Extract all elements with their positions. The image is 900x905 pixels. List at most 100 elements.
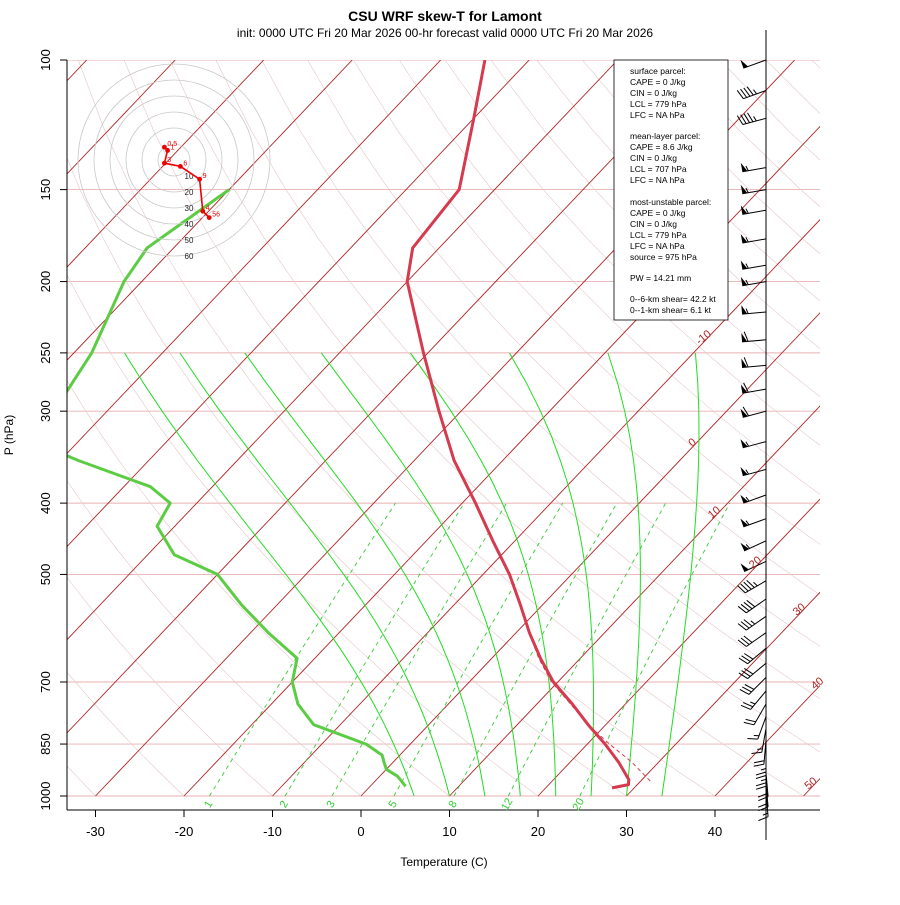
temperature-tick-label: -20 xyxy=(175,824,194,839)
isotherm-line xyxy=(0,60,441,796)
hodograph-point-label: 6 xyxy=(183,160,187,167)
hodograph-ring-label: 60 xyxy=(185,252,194,261)
dry-adiabat-line xyxy=(0,60,184,796)
hodograph-ring-label: 30 xyxy=(185,204,194,213)
pressure-tick-label: 200 xyxy=(38,271,53,293)
wind-barb-staff xyxy=(738,580,766,592)
temperature-series-line xyxy=(407,60,629,788)
temperature-tick-label: 40 xyxy=(708,824,722,839)
isotherm-line xyxy=(273,60,900,796)
surface-cape: CAPE = 0 J/kg xyxy=(630,77,686,87)
surface-lcl: LCL = 779 hPa xyxy=(630,99,687,109)
wind-barb xyxy=(740,677,766,694)
pressure-tick-label: 850 xyxy=(38,733,53,755)
wind-barb-staff xyxy=(738,599,766,613)
mean-layer-lcl: LCL = 707 hPa xyxy=(630,164,687,174)
most-unstable-heading: most-unstable parcel: xyxy=(630,197,711,207)
hodograph-point-label: 1 xyxy=(171,144,175,151)
temperature-tick-label: 20 xyxy=(531,824,545,839)
shear-0-6km: 0--6-km shear= 42.2 kt xyxy=(630,294,716,304)
dry-adiabat-line xyxy=(0,60,361,796)
wind-barb xyxy=(741,260,766,269)
x-axis-label: Temperature (C) xyxy=(400,855,487,869)
hodograph-ring-label: 40 xyxy=(185,220,194,229)
wind-barb xyxy=(740,60,766,68)
pressure-tick-label: 400 xyxy=(38,492,53,514)
wind-barb xyxy=(741,206,766,215)
mixing-ratio-label: 5 xyxy=(386,799,399,810)
mean-layer-lfc: LFC = NA hPa xyxy=(630,175,685,185)
chart-title: CSU WRF skew-T for Lamont xyxy=(348,8,542,24)
hodograph-point xyxy=(200,209,205,214)
wind-barb xyxy=(738,633,766,647)
wind-barb xyxy=(739,663,766,678)
hodograph-point xyxy=(207,215,212,220)
wind-barb xyxy=(737,87,766,99)
thermo-grid xyxy=(0,60,900,796)
mean-layer-cin: CIN = 0 J/kg xyxy=(630,153,677,163)
hodograph-ring xyxy=(126,112,222,208)
hodograph-point-label: 3 xyxy=(167,157,171,164)
wind-barb-staff xyxy=(739,648,766,663)
wind-barb xyxy=(741,357,766,367)
temperature-tick-label: 10 xyxy=(442,824,456,839)
wind-barb xyxy=(741,305,766,314)
hodograph-point-label: 56 xyxy=(212,212,220,219)
wind-barb xyxy=(741,691,766,709)
hodograph-ring-label: 50 xyxy=(185,236,194,245)
hodograph-point xyxy=(165,148,170,153)
surface-heading: surface parcel: xyxy=(630,66,686,76)
wind-barb-staff xyxy=(738,633,766,647)
wind-barb xyxy=(740,407,766,418)
pressure-tick-label: 700 xyxy=(38,671,53,693)
wind-barb-staff xyxy=(737,87,766,99)
mixing-ratio-line xyxy=(285,503,464,796)
wind-barb-staff xyxy=(739,663,766,678)
wind-barb xyxy=(740,518,766,526)
wind-barb xyxy=(738,616,766,630)
hodograph-point-label: 9 xyxy=(203,173,207,180)
wind-barbs xyxy=(737,30,768,840)
pressure-tick-label: 1000 xyxy=(38,782,53,811)
y-axis-label: P (hPa) xyxy=(2,415,16,455)
wind-barb-staff xyxy=(738,616,766,630)
wind-barb xyxy=(738,599,766,613)
most-unstable-lcl: LCL = 779 hPa xyxy=(630,230,687,240)
wind-barb xyxy=(740,541,766,551)
wind-barb xyxy=(738,580,766,592)
pressure-tick-label: 150 xyxy=(38,179,53,201)
hodograph-ring xyxy=(110,96,238,224)
hodograph-point xyxy=(178,164,183,169)
isotherm-line xyxy=(0,60,175,796)
surface-lfc: LFC = NA hPa xyxy=(630,110,685,120)
isotherm-label: 40 xyxy=(809,675,826,692)
dry-adiabat-line xyxy=(812,60,900,796)
most-unstable-lfc: LFC = NA hPa xyxy=(630,241,685,251)
chart-subtitle: init: 0000 UTC Fri 20 Mar 2026 00-hr for… xyxy=(237,26,654,40)
wind-barb xyxy=(737,113,766,125)
hodograph-ring-label: 20 xyxy=(185,188,194,197)
hodograph-ring-label: 10 xyxy=(185,172,194,181)
mixing-ratio-label: 3 xyxy=(324,799,337,810)
pressure-tick-label: 500 xyxy=(38,564,53,586)
mixing-ratio-line xyxy=(332,503,507,796)
mean-layer-cape: CAPE = 8.6 J/kg xyxy=(630,142,693,152)
temperature-tick-label: -30 xyxy=(86,824,105,839)
mixing-ratio-line xyxy=(209,503,395,796)
isotherm-line xyxy=(7,60,706,796)
wind-barb xyxy=(741,234,766,243)
hodograph-ring xyxy=(142,128,206,192)
isotherm-label: 30 xyxy=(791,601,808,618)
mixing-ratio-label: 2 xyxy=(278,799,291,810)
mixing-ratio-line xyxy=(508,503,665,796)
wind-barb xyxy=(740,467,766,476)
wind-barb xyxy=(741,332,766,342)
wind-barb xyxy=(741,383,766,393)
wind-barb-staff xyxy=(741,691,766,709)
wind-barb-staff xyxy=(740,677,766,694)
